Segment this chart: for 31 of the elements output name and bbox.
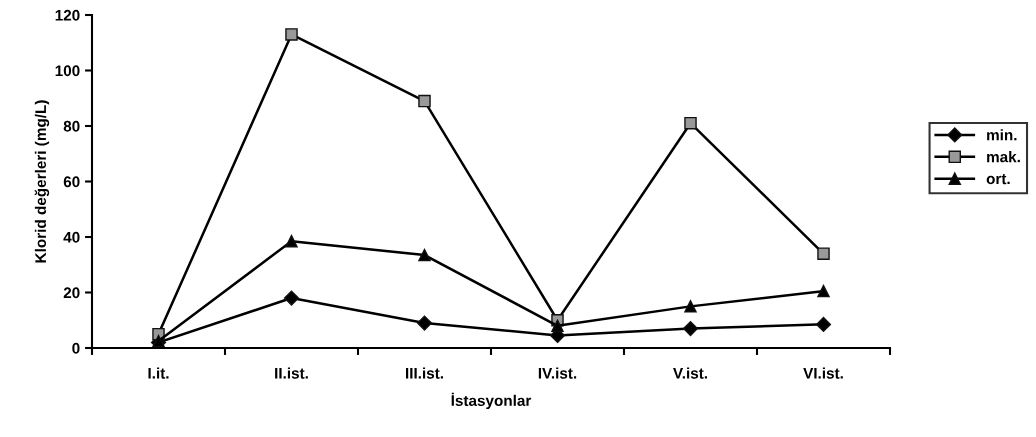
x-tick-label: VI.ist. bbox=[803, 367, 843, 379]
y-tick-label: 0 bbox=[72, 342, 80, 354]
point bbox=[418, 94, 431, 108]
point bbox=[416, 315, 433, 331]
y-axis-title: Klorid değerleri (mg/L) bbox=[34, 100, 50, 263]
point bbox=[684, 116, 697, 130]
point bbox=[817, 247, 830, 260]
point bbox=[285, 234, 298, 248]
y-tick-label: 100 bbox=[55, 65, 80, 77]
x-tick-label: I.it. bbox=[148, 367, 169, 379]
point bbox=[682, 321, 699, 337]
point bbox=[815, 316, 832, 332]
y-tick-label: 60 bbox=[63, 176, 80, 188]
x-tick-label: IV.ist. bbox=[538, 367, 577, 379]
x-tick-label: III.ist. bbox=[406, 367, 443, 379]
x-axis-title: İstasyonlar bbox=[451, 392, 532, 410]
point bbox=[551, 319, 564, 333]
y-tick-label: 20 bbox=[63, 287, 80, 299]
legend-label: ort. bbox=[986, 174, 1010, 185]
y-tick-label: 40 bbox=[63, 231, 80, 243]
point bbox=[684, 300, 697, 313]
point bbox=[418, 248, 431, 262]
x-tick-label: V.ist. bbox=[673, 367, 708, 379]
legend-label: min. bbox=[987, 129, 1017, 141]
x-tick-label: II.ist. bbox=[275, 367, 308, 379]
point bbox=[285, 28, 298, 41]
y-tick-label: 80 bbox=[63, 120, 80, 132]
point bbox=[283, 290, 300, 306]
point bbox=[817, 284, 830, 298]
legend-label: mak. bbox=[987, 151, 1020, 163]
y-tick-label: 120 bbox=[55, 9, 80, 21]
